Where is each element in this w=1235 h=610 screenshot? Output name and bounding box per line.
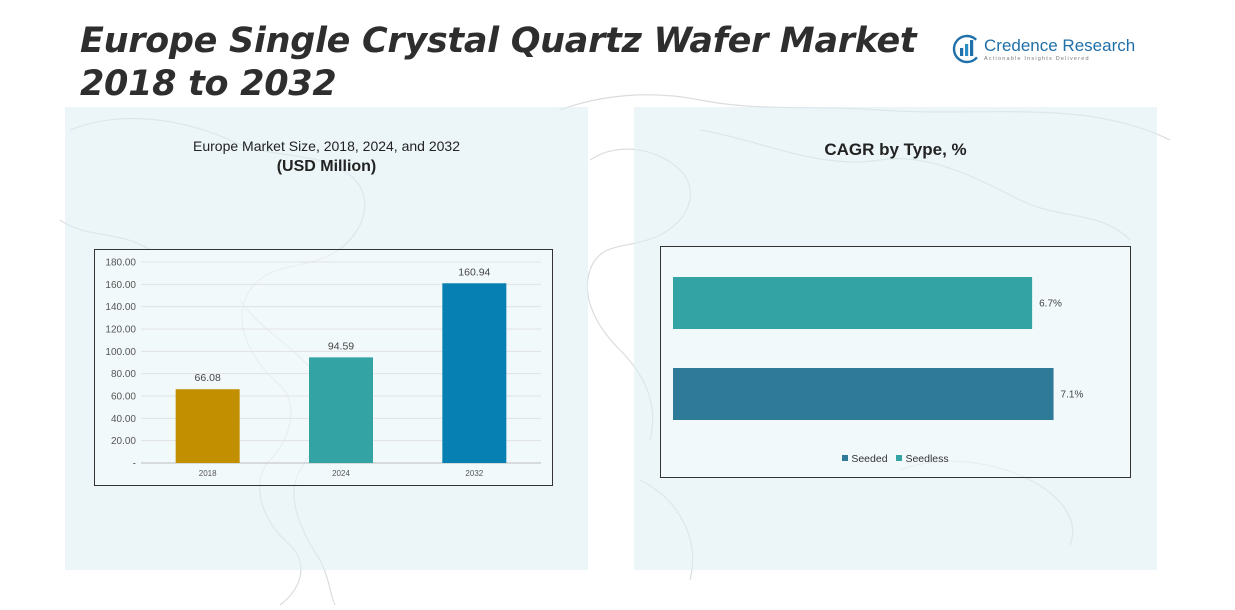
y-tick-label: 140.00	[105, 302, 136, 313]
bar-value-label: 6.7%	[1039, 299, 1062, 310]
y-tick-label: 60.00	[111, 392, 136, 403]
market-size-title: Europe Market Size, 2018, 2024, and 2032	[193, 138, 460, 154]
market-size-bar-chart: - 20.00 40.00 60.00 80.00 100.00 120.00 140.00 1…	[105, 258, 541, 478]
legend-label-seeded: Seeded	[851, 453, 888, 465]
market-size-unit: (USD Million)	[276, 158, 377, 175]
bar-value-label: 160.94	[458, 266, 490, 278]
y-tick-label: -	[133, 459, 136, 470]
cagr-chart-frame: 6.7% 7.1% Seeded Seedless	[660, 246, 1131, 478]
legend-swatch-seedless	[896, 455, 903, 461]
x-tick-label: 2018	[199, 469, 217, 478]
y-tick-label: 80.00	[111, 369, 136, 380]
y-tick-label: 120.00	[105, 325, 136, 336]
y-tick-label: 160.00	[105, 280, 136, 291]
legend-label-seedless: Seedless	[905, 453, 949, 465]
brand-tagline: Actionable Insights Delivered	[984, 56, 1090, 62]
brand-name: Credence Research	[984, 36, 1136, 55]
y-tick-label: 100.00	[105, 347, 136, 358]
x-tick-label: 2032	[465, 469, 483, 478]
legend-item-seeded: Seeded	[842, 453, 888, 465]
bar-2024	[309, 357, 373, 463]
bar-seedless	[673, 277, 1033, 329]
bar-2018	[175, 389, 240, 463]
cagr-title: CAGR by Type, %	[824, 140, 967, 159]
legend-swatch-seeded	[842, 455, 849, 461]
bar-value-label: 66.08	[195, 372, 221, 384]
market-size-chart-frame: - 20.00 40.00 60.00 80.00 100.00 120.00 140.00 1…	[94, 249, 553, 486]
bar-2032	[442, 283, 507, 463]
cagr-panel: CAGR by Type, % 6.7% 7.1% Seeded Seedless	[634, 107, 1157, 570]
legend-item-seedless: Seedless	[896, 453, 949, 465]
credence-logo-icon	[952, 34, 982, 64]
y-tick-label: 40.00	[111, 414, 136, 425]
y-tick-label: 180.00	[105, 258, 136, 269]
x-tick-label: 2024	[332, 469, 350, 478]
bar-seeded	[673, 368, 1054, 420]
cagr-bar-chart: 6.7% 7.1%	[673, 277, 1084, 420]
market-size-panel: Europe Market Size, 2018, 2024, and 2032…	[65, 107, 588, 570]
cagr-legend: Seeded Seedless	[661, 453, 1130, 465]
bar-value-label: 7.1%	[1061, 390, 1084, 401]
y-tick-label: 20.00	[111, 436, 136, 447]
page-title: Europe Single Crystal Quartz Wafer Marke…	[80, 21, 917, 104]
bar-value-label: 94.59	[328, 340, 354, 352]
brand-logo: Credence Research Actionable Insights De…	[952, 34, 1142, 66]
